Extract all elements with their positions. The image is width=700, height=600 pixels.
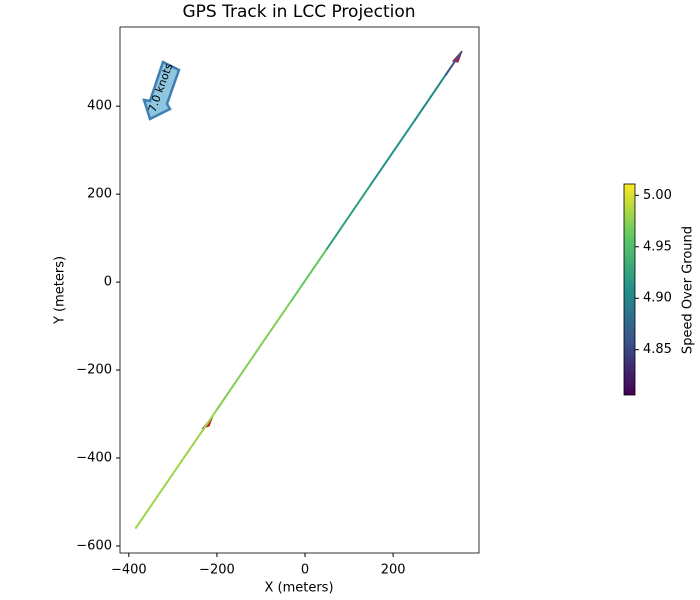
x-tick-label: −200 <box>199 563 235 578</box>
track-segment <box>370 118 417 186</box>
track-segment <box>134 472 174 529</box>
colorbar-tick-label: 4.95 <box>643 239 672 254</box>
plot-area <box>119 26 480 554</box>
colorbar <box>623 183 636 396</box>
track-segment <box>290 247 329 302</box>
track-segment <box>215 343 262 411</box>
y-tick-label: −600 <box>76 538 112 553</box>
colorbar-label: Speed Over Ground <box>681 226 696 354</box>
y-tick-label: 0 <box>104 275 112 290</box>
x-axis-label: X (meters) <box>264 581 333 596</box>
chart-title: GPS Track in LCC Projection <box>182 2 415 22</box>
y-tick-label: −200 <box>76 363 112 378</box>
y-axis-label: Y (meters) <box>53 256 68 325</box>
colorbar-tick-label: 4.90 <box>643 291 672 306</box>
track-segment <box>444 51 463 76</box>
colorbar-tick-label: 5.00 <box>643 188 672 203</box>
colorbar-tick-label: 4.85 <box>643 342 672 357</box>
x-tick-label: −400 <box>111 563 147 578</box>
annotation-arrow <box>142 60 181 121</box>
y-tick-label: 400 <box>87 99 112 114</box>
track-segment <box>326 183 373 250</box>
y-tick-label: 200 <box>87 187 112 202</box>
y-tick-label: −400 <box>76 451 112 466</box>
x-tick-label: 0 <box>301 563 309 578</box>
track-segment <box>259 299 293 346</box>
speed-annotation: 7.0 knots <box>142 60 181 121</box>
track-segment <box>414 73 447 121</box>
x-tick-label: 200 <box>381 563 406 578</box>
track-segment <box>171 408 218 475</box>
